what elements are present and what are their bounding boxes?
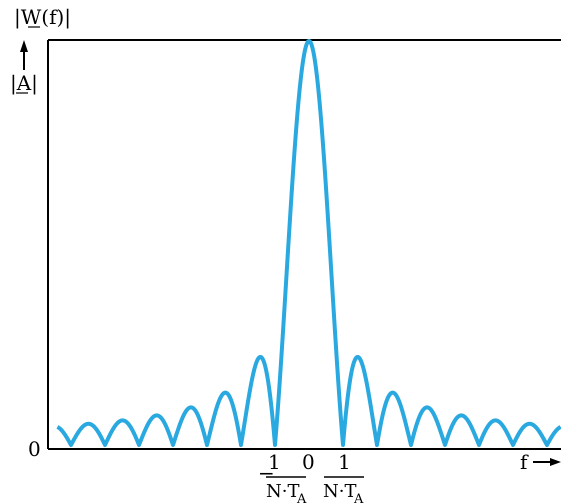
- x-axis-title: f: [520, 450, 529, 474]
- spectrum-curve: [55, 39, 561, 447]
- tick-pos-numerator: 1: [338, 450, 351, 474]
- x-arrow-head: [550, 458, 561, 466]
- tick-pos-subscript: A: [353, 492, 364, 504]
- tick-minus-sign: −: [258, 461, 275, 485]
- y-axis-side-label: |A|: [10, 71, 38, 96]
- tick-pos-denominator: N·T: [323, 481, 356, 502]
- tick-neg-subscript: A: [296, 492, 307, 504]
- tick-neg-numerator: 1: [268, 450, 281, 474]
- y-zero-label: 0: [28, 437, 41, 461]
- y-arrow-head: [20, 40, 28, 52]
- tick-neg-denominator: N·T: [266, 481, 299, 502]
- x-tick-labels: − 1 N·T A 0 1 N·T A: [258, 450, 364, 504]
- x-zero-label: 0: [302, 450, 315, 474]
- y-axis-title: |W(f)|: [14, 5, 71, 30]
